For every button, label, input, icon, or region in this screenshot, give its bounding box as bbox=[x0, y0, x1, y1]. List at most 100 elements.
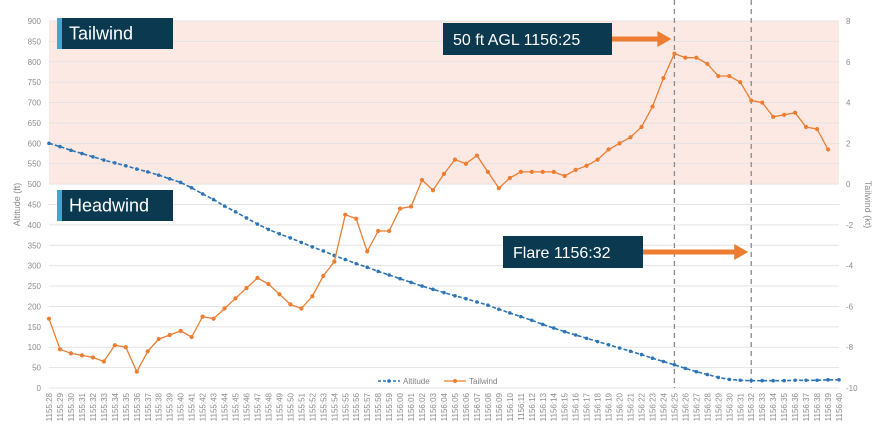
right-tick-label: -10 bbox=[846, 384, 858, 393]
altitude-point bbox=[431, 287, 435, 292]
right-axis-title: Tailwind (kt) bbox=[863, 181, 873, 229]
tailwind-point bbox=[123, 345, 128, 350]
tailwind-point bbox=[463, 161, 469, 166]
altitude-point bbox=[551, 326, 556, 330]
agl-callout-text: 50 ft AGL 1156:25 bbox=[453, 32, 580, 49]
tailwind-point bbox=[683, 55, 688, 60]
x-tick-label: 1156:03 bbox=[429, 392, 438, 421]
altitude-point bbox=[760, 378, 764, 383]
legend-label-tailwind: Tailwind bbox=[469, 377, 497, 386]
tailwind-point bbox=[266, 281, 271, 287]
x-tick-label: 1155:29 bbox=[56, 392, 65, 421]
tailwind-point bbox=[376, 228, 381, 234]
x-tick-label: 1156:16 bbox=[572, 392, 581, 421]
right-tick-label: 6 bbox=[846, 58, 851, 67]
tailwind-zone-label-text: Tailwind bbox=[69, 24, 133, 44]
tailwind-point bbox=[661, 75, 666, 81]
altitude-point bbox=[573, 333, 578, 337]
left-tick-label: 650 bbox=[28, 119, 42, 128]
tailwind-point bbox=[749, 98, 754, 103]
tailwind-point bbox=[178, 328, 183, 334]
tailwind-point bbox=[408, 204, 414, 209]
x-tick-label: 1156:33 bbox=[758, 392, 767, 421]
x-tick-label: 1155:48 bbox=[264, 392, 273, 421]
altitude-point bbox=[782, 378, 786, 383]
x-tick-label: 1156:05 bbox=[451, 392, 460, 421]
left-axis-title: Altitude (ft) bbox=[12, 183, 22, 227]
tailwind-point bbox=[639, 124, 644, 130]
altitude-point bbox=[639, 352, 644, 357]
x-tick-label: 1155:35 bbox=[122, 392, 131, 421]
tailwind-zone-label: Tailwind bbox=[57, 18, 173, 49]
x-tick-label: 1156:06 bbox=[462, 392, 471, 421]
left-tick-label: 200 bbox=[28, 302, 42, 311]
x-tick-label: 1156:20 bbox=[616, 392, 625, 421]
altitude-point bbox=[409, 280, 413, 285]
tailwind-point bbox=[584, 163, 589, 168]
tailwind-point bbox=[343, 212, 348, 217]
altitude-point bbox=[497, 307, 501, 312]
x-tick-label: 1156:08 bbox=[484, 392, 493, 421]
altitude-point bbox=[694, 369, 699, 374]
tailwind-point bbox=[650, 104, 655, 109]
x-tick-label: 1156:38 bbox=[813, 392, 822, 421]
altitude-point bbox=[562, 329, 567, 334]
x-tick-label: 1155:33 bbox=[100, 392, 109, 421]
altitude-point bbox=[244, 216, 249, 220]
x-tick-label: 1156:36 bbox=[791, 392, 800, 421]
altitude-point bbox=[420, 284, 424, 288]
altitude-point bbox=[134, 167, 139, 171]
left-tick-label: 300 bbox=[28, 262, 42, 271]
right-tick-label: 2 bbox=[846, 139, 851, 148]
tailwind-point bbox=[617, 141, 622, 146]
tailwind-point bbox=[145, 349, 150, 354]
right-tick-label: 0 bbox=[846, 180, 851, 189]
altitude-point bbox=[486, 303, 490, 308]
left-tick-label: 150 bbox=[28, 323, 42, 332]
tailwind-point bbox=[365, 249, 370, 254]
legend-label-altitude: Altitude bbox=[403, 377, 430, 386]
tailwind-point bbox=[814, 126, 820, 132]
x-tick-label: 1156:39 bbox=[824, 392, 833, 421]
altitude-point bbox=[233, 210, 238, 214]
left-tick-label: 450 bbox=[28, 201, 42, 210]
headwind-zone-label-text: Headwind bbox=[69, 196, 149, 216]
tailwind-point bbox=[529, 169, 534, 174]
x-tick-label: 1155:32 bbox=[89, 392, 98, 421]
x-tick-label: 1155:28 bbox=[45, 392, 54, 421]
tailwind-point bbox=[727, 73, 732, 79]
tailwind-point bbox=[825, 147, 831, 152]
altitude-point bbox=[255, 222, 260, 226]
tailwind-point bbox=[793, 110, 798, 115]
x-tick-label: 1155:59 bbox=[385, 392, 394, 421]
x-tick-label: 1156:18 bbox=[594, 392, 603, 421]
x-tick-label: 1156:35 bbox=[780, 392, 789, 421]
x-tick-label: 1155:36 bbox=[133, 392, 142, 421]
tailwind-point bbox=[803, 124, 809, 130]
altitude-point bbox=[475, 300, 479, 304]
tailwind-point bbox=[79, 353, 85, 358]
x-tick-label: 1155:44 bbox=[221, 392, 230, 421]
x-tick-label: 1155:56 bbox=[352, 392, 361, 421]
altitude-point bbox=[321, 249, 326, 253]
altitude-point bbox=[167, 177, 172, 181]
x-tick-label: 1156:01 bbox=[407, 392, 416, 421]
altitude-point bbox=[113, 161, 117, 165]
tailwind-point bbox=[606, 147, 611, 152]
tailwind-point bbox=[430, 188, 436, 193]
right-tick-label: -8 bbox=[846, 343, 854, 352]
left-tick-label: 600 bbox=[28, 139, 42, 148]
left-tick-label: 400 bbox=[28, 221, 42, 230]
legend-marker-tailwind bbox=[453, 379, 457, 383]
x-tick-label: 1156:32 bbox=[747, 392, 756, 421]
x-tick-label: 1156:07 bbox=[473, 392, 482, 421]
x-tick-label: 1156:24 bbox=[659, 392, 668, 421]
tailwind-point bbox=[255, 275, 260, 280]
tailwind-point bbox=[354, 216, 359, 221]
altitude-point bbox=[464, 296, 468, 301]
x-tick-label: 1156:21 bbox=[627, 392, 636, 421]
altitude-point bbox=[519, 314, 523, 319]
tailwind-point bbox=[156, 336, 161, 342]
altitude-point bbox=[80, 151, 84, 156]
right-tick-label: -6 bbox=[846, 302, 854, 311]
